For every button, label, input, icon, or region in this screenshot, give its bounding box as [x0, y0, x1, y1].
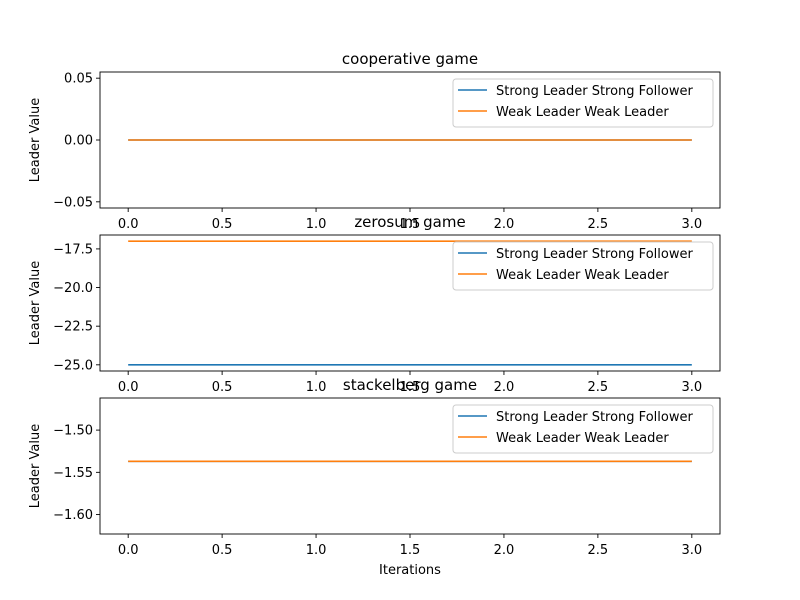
- legend: Strong Leader Strong Follower Weak Leader…: [452, 78, 714, 128]
- x-tick-label: 2.5: [588, 217, 609, 232]
- y-tick-label: −20.0: [53, 281, 93, 296]
- x-tick-label: 0.0: [118, 543, 139, 558]
- subplot-3: 0.0 0.5 1.0 1.5 2.0 2.5 3.0 −1.50 −1.55 −1.60 stac…: [28, 376, 721, 578]
- legend: Strong Leader Strong Follower Weak Leader…: [452, 241, 714, 291]
- legend-label: Weak Leader Weak Leader: [496, 431, 669, 446]
- y-tick-label: −1.55: [53, 466, 93, 481]
- legend-label: Weak Leader Weak Leader: [496, 105, 669, 120]
- x-tick-label: 2.5: [588, 543, 609, 558]
- legend-box: [452, 404, 714, 454]
- chart-title: stackelberg game: [343, 376, 477, 394]
- y-tick-label: 0.05: [64, 72, 93, 87]
- y-tick-label: −17.5: [53, 242, 93, 257]
- x-tick-label: 1.0: [306, 543, 327, 558]
- x-axis-label: Iterations: [379, 563, 441, 578]
- y-axis-label: Leader Value: [28, 261, 43, 345]
- y-tick-label: 0.00: [64, 134, 93, 149]
- y-tick-label: −1.60: [53, 508, 93, 523]
- x-tick-label: 2.0: [494, 543, 515, 558]
- chart-title: zerosum game: [354, 213, 465, 231]
- x-tick-label: 1.0: [306, 217, 327, 232]
- chart-title: cooperative game: [342, 50, 478, 68]
- x-tick-label: 3.0: [681, 380, 702, 395]
- legend-box: [452, 241, 714, 291]
- x-tick-label: 3.0: [681, 543, 702, 558]
- x-tick-label: 2.5: [588, 380, 609, 395]
- x-tick-label: 1.5: [400, 380, 421, 395]
- y-axis-label: Leader Value: [28, 424, 43, 508]
- x-tick-label: 0.5: [212, 543, 233, 558]
- x-tick-label: 0.5: [212, 380, 233, 395]
- x-tick-label: 0.5: [212, 217, 233, 232]
- x-tick-label: 1.0: [306, 380, 327, 395]
- x-tick-label: 0.0: [118, 380, 139, 395]
- legend-label: Strong Leader Strong Follower: [496, 410, 693, 425]
- y-tick-label: −25.0: [53, 358, 93, 373]
- subplot-2: 0.0 0.5 1.0 1.5 2.0 2.5 3.0 −17.5 −20.0 −22.5 −25.…: [28, 213, 721, 395]
- x-tick-label: 1.5: [400, 217, 421, 232]
- x-tick-label: 0.0: [118, 217, 139, 232]
- x-tick-label: 1.5: [400, 543, 421, 558]
- legend-label: Weak Leader Weak Leader: [496, 268, 669, 283]
- y-tick-label: −22.5: [53, 320, 93, 335]
- x-tick-label: 2.0: [494, 217, 515, 232]
- subplot-1: 0.0 0.5 1.0 1.5 2.0 2.5 3.0 0.05 0.00 −0.05 cooper…: [28, 50, 721, 232]
- y-axis-label: Leader Value: [28, 98, 43, 182]
- legend-label: Strong Leader Strong Follower: [496, 84, 693, 99]
- x-tick-label: 3.0: [681, 217, 702, 232]
- legend: Strong Leader Strong Follower Weak Leader…: [452, 404, 714, 454]
- legend-box: [452, 78, 714, 128]
- x-tick-label: 2.0: [494, 380, 515, 395]
- legend-label: Strong Leader Strong Follower: [496, 247, 693, 262]
- y-tick-label: −1.50: [53, 424, 93, 439]
- y-tick-label: −0.05: [53, 195, 93, 210]
